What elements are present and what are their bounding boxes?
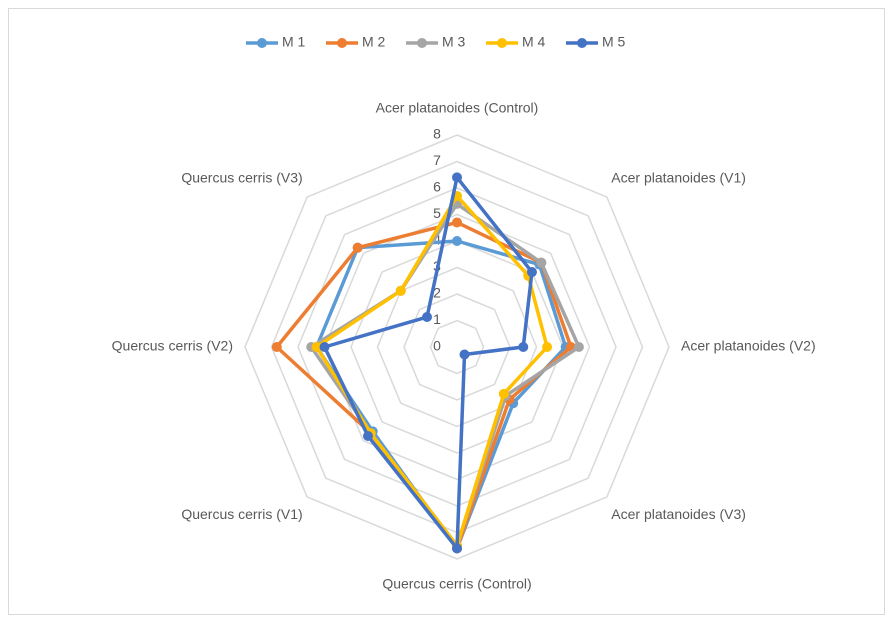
grid-line	[429, 319, 485, 375]
legend-label: M 4	[522, 34, 546, 50]
legend-label: M 1	[282, 34, 306, 50]
legend-label: M 3	[442, 34, 466, 50]
data-point	[422, 312, 433, 323]
y-tick-label: 4	[433, 232, 441, 248]
category-label: Acer platanoides (V1)	[611, 169, 746, 185]
data-point	[452, 217, 462, 228]
category-label: Quercus cerris (V3)	[181, 169, 302, 185]
plot	[271, 172, 584, 554]
legend-label: M 2	[362, 34, 386, 50]
category-label: Acer platanoides (Control)	[376, 100, 539, 116]
data-point	[573, 342, 584, 352]
legend-marker	[337, 38, 347, 48]
data-point	[452, 543, 462, 554]
y-tick-label: 0	[433, 338, 441, 354]
y-tick-label: 1	[433, 311, 441, 327]
data-point	[542, 342, 553, 352]
data-point	[319, 342, 330, 352]
y-tick-label: 6	[433, 179, 441, 195]
legend-label: M 5	[602, 34, 626, 50]
category-label: Acer platanoides (V3)	[611, 506, 746, 522]
data-point	[452, 172, 462, 183]
data-point	[311, 342, 322, 352]
category-label: Acer platanoides (V2)	[681, 338, 816, 354]
grid-line	[323, 213, 591, 481]
data-point	[526, 267, 537, 278]
data-point	[271, 342, 282, 352]
category-label: Quercus cerris (V1)	[181, 506, 302, 522]
legend-marker	[577, 38, 587, 48]
data-point	[362, 431, 373, 442]
y-tick-label: 8	[433, 126, 441, 142]
data-point	[536, 257, 547, 268]
data-point	[518, 342, 529, 352]
data-point	[395, 285, 406, 296]
data-point	[498, 388, 509, 399]
legend-marker	[257, 38, 267, 48]
category-label: Quercus cerris (Control)	[382, 576, 531, 592]
legend: M 1 M 2 M 3 M 4 M 5	[246, 34, 626, 50]
chart-frame	[8, 8, 885, 615]
y-tick-label: 7	[433, 152, 441, 168]
y-tick-label: 2	[433, 285, 441, 301]
data-point	[352, 242, 363, 253]
category-label: Quercus cerris (V2)	[112, 338, 233, 354]
y-tick-label: 5	[433, 205, 441, 221]
data-point	[452, 236, 462, 246]
grid-line	[376, 266, 538, 428]
legend-marker	[417, 38, 427, 48]
grid-line	[350, 240, 564, 454]
legend-marker	[497, 38, 507, 48]
data-point	[459, 349, 470, 360]
grid-line	[244, 134, 670, 560]
